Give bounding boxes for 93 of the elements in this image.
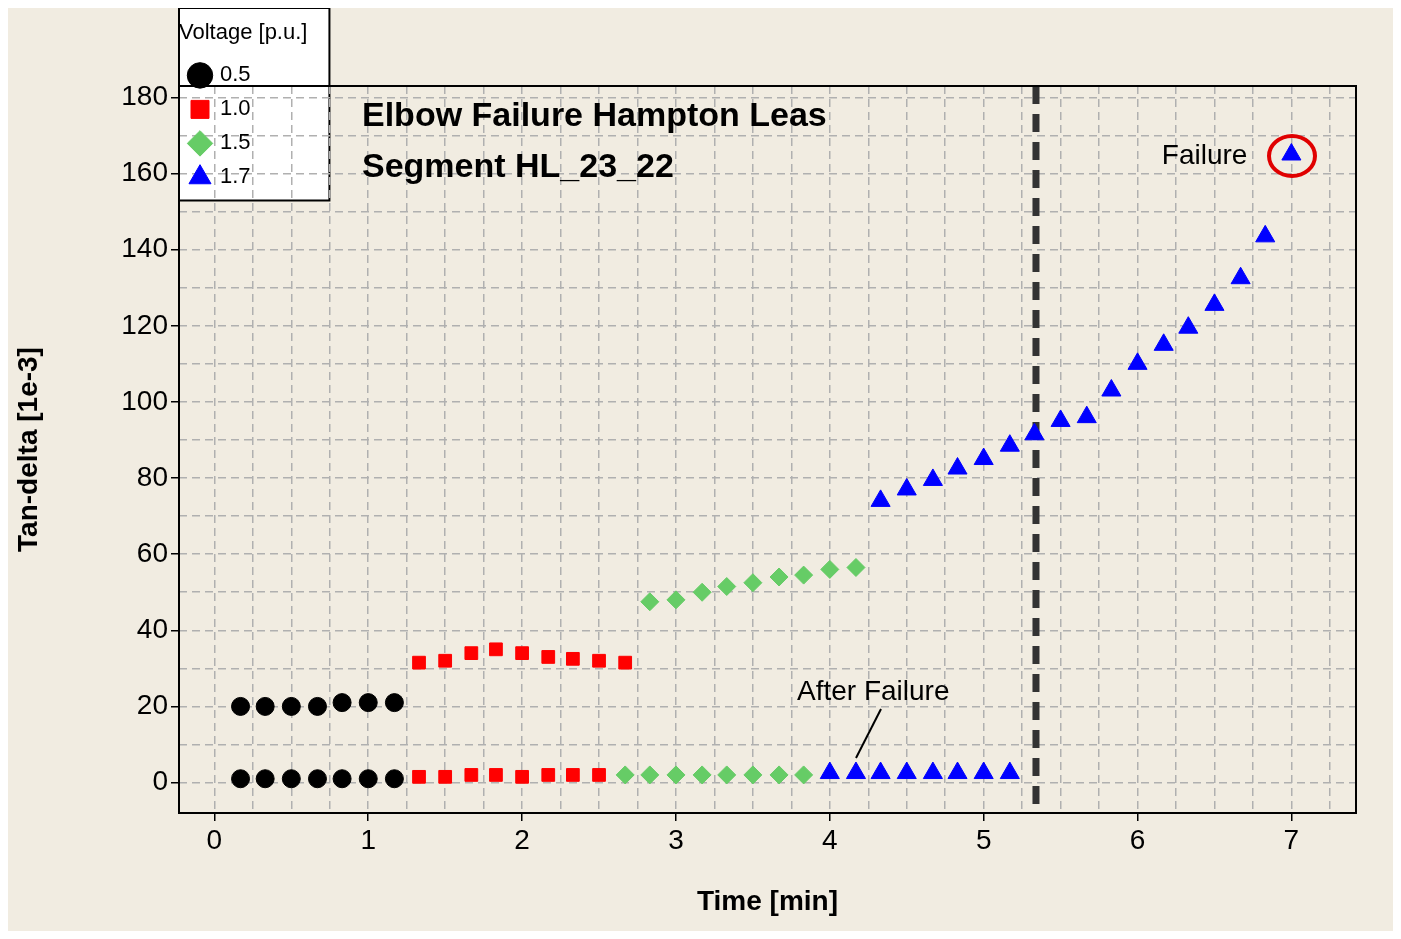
point [820,559,840,579]
point [515,769,529,784]
point [666,765,686,785]
point [412,655,426,670]
point [281,696,301,716]
y-tick-label: 0 [152,765,168,797]
x-axis-title: Time [min] [696,884,839,916]
x-tick-label: 4 [822,823,838,855]
x-tick-label: 2 [514,823,530,855]
point [332,693,352,713]
point [922,468,943,486]
legend-label: 1.0 [220,95,251,121]
y-tick-label: 100 [121,384,168,416]
point [566,768,580,782]
point [255,696,275,716]
point [307,696,327,716]
point [896,477,917,496]
point [1230,266,1251,285]
point [717,765,737,785]
y-tick-label: 120 [121,308,168,340]
point [255,769,275,789]
y-tick-label: 140 [121,232,168,264]
point [743,573,763,593]
point [692,582,712,602]
x-tick-label: 1 [360,823,377,855]
point [1127,352,1148,370]
point [973,447,994,466]
y-tick-label: 20 [136,689,168,721]
annotation: After Failure [796,674,950,706]
point [438,653,453,668]
point [769,567,789,587]
x-tick-label: 0 [206,823,223,855]
point [794,565,814,585]
point [592,653,606,668]
point [666,590,686,610]
point [947,457,968,475]
point [1101,379,1122,397]
point [640,765,660,785]
point [769,765,789,785]
legend-title: Voltage [p.u.] [179,19,308,45]
point [358,769,378,789]
point [1024,422,1045,441]
point [592,768,606,782]
x-tick-label: 5 [975,823,992,855]
point [1255,224,1276,243]
point [1204,293,1225,311]
legend-label: 1.7 [220,163,251,189]
legend-label: 0.5 [220,61,251,87]
text: Segment HL_23_22 [362,146,674,184]
point [1178,316,1199,334]
point [615,765,635,785]
point [464,646,479,660]
point [384,693,404,713]
y-tick-label: 180 [121,80,168,112]
point [541,650,556,664]
point [692,765,712,785]
point [870,489,891,507]
chart-title: Elbow Failure Hampton Leas [362,95,827,133]
point [384,769,404,789]
point [794,765,814,785]
y-tick-label: 160 [121,156,168,188]
point [489,768,503,782]
point [1050,409,1071,427]
point [231,696,251,716]
point [358,693,378,713]
x-tick-label: 6 [1129,823,1146,855]
annotation: Failure [1161,139,1248,171]
point [464,768,479,782]
point [999,434,1020,452]
point [640,592,660,612]
point [717,577,737,597]
point [307,769,327,789]
point [1153,333,1174,351]
x-tick-label: 7 [1283,823,1300,855]
point [332,769,352,789]
point [566,651,580,666]
y-tick-label: 80 [136,460,168,492]
point [846,558,866,577]
y-axis-title: Tan-delta [1e-3] [11,347,43,552]
x-tick-label: 3 [668,823,684,855]
point [489,642,503,657]
legend-label: 1.5 [220,129,251,155]
point [743,765,763,785]
point [412,769,426,784]
point [231,769,251,789]
point [281,769,301,789]
y-tick-label: 60 [136,536,168,568]
point [618,655,633,670]
y-tick-label: 40 [136,613,168,645]
point [438,769,453,784]
point [515,646,529,660]
point [1076,405,1097,424]
point [541,768,556,782]
